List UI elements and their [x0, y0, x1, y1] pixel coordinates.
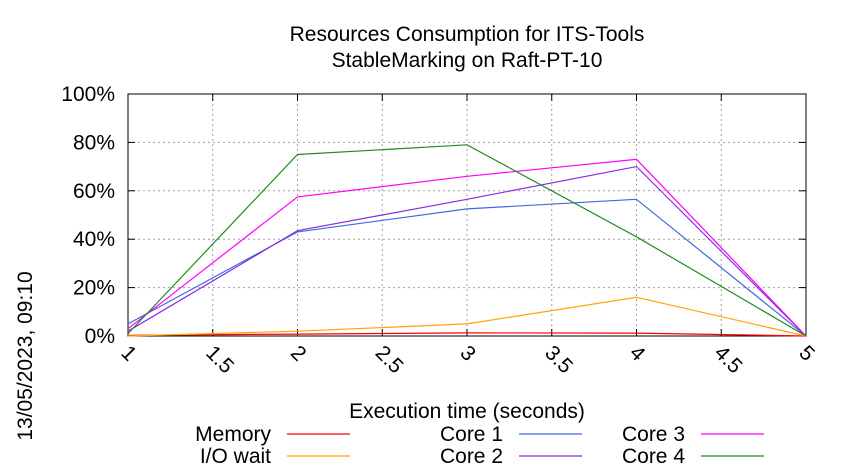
y-tick-label: 80% [73, 131, 115, 154]
chart-title: Resources Consumption for ITS-Tools [290, 23, 645, 46]
x-tick-label: 4.5 [710, 341, 747, 378]
y-tick-label: 100% [61, 83, 115, 106]
chart-subtitle: StableMarking on Raft-PT-10 [332, 49, 603, 72]
legend-label: Core 2 [440, 445, 503, 468]
y-tick-label: 40% [73, 228, 115, 251]
y-tick-label: 60% [73, 180, 115, 203]
y-axis-ticks: 0% 20% 40% 60% 80% 100% [61, 83, 806, 348]
x-tick-label: 5 [794, 341, 819, 366]
legend-label: Core 4 [622, 445, 685, 468]
x-tick-label: 3.5 [540, 341, 577, 378]
grid-lines [128, 94, 806, 336]
y-tick-label: 0% [85, 325, 115, 348]
x-tick-label: 1 [116, 341, 141, 366]
x-tick-label: 1.5 [201, 341, 238, 378]
x-tick-label: 3 [455, 341, 480, 366]
legend-label: Memory [195, 423, 271, 446]
series-lines [127, 144, 807, 337]
series-line [127, 165, 807, 337]
series-line [127, 332, 807, 337]
x-tick-label: 2 [286, 341, 311, 366]
timestamp-label: 13/05/2023, 09:10 [14, 271, 37, 440]
legend-label: I/O wait [200, 445, 271, 468]
legend-label: Core 1 [440, 423, 503, 446]
x-tick-label: 4 [625, 341, 650, 366]
series-line [127, 296, 807, 337]
x-tick-label: 2.5 [371, 341, 408, 378]
series-line [127, 144, 807, 337]
x-axis-label: Execution time (seconds) [349, 400, 585, 423]
y-tick-label: 20% [73, 277, 115, 300]
series-line [127, 158, 807, 337]
series-line [127, 198, 807, 337]
legend-label: Core 3 [622, 423, 685, 446]
